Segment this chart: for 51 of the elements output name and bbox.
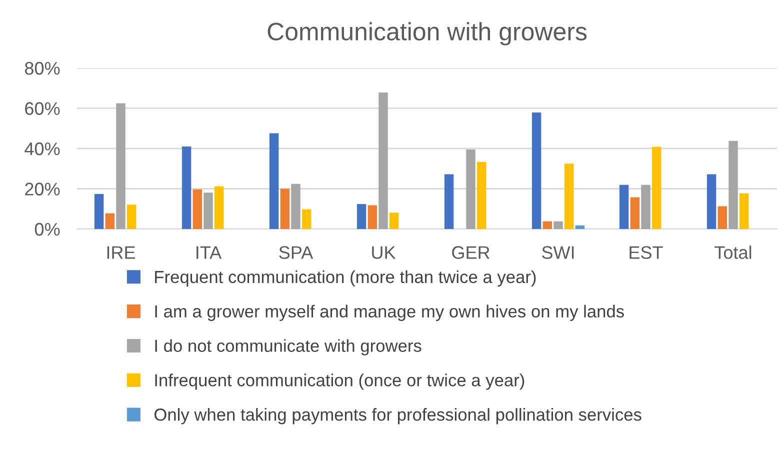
bar: [554, 221, 563, 229]
bar: [116, 103, 126, 229]
bar: [269, 133, 279, 229]
x-tick-label: SPA: [279, 246, 314, 259]
bar: [706, 174, 716, 229]
bar: [630, 197, 640, 229]
bar: [105, 213, 115, 229]
bar: [182, 146, 192, 229]
bar: [378, 92, 388, 229]
bar: [356, 204, 366, 229]
bar: [214, 186, 224, 229]
x-tick-label: ITA: [196, 246, 222, 259]
bar: [476, 162, 486, 229]
bar: [564, 164, 574, 229]
bar: [368, 205, 378, 229]
y-tick-label: 0%: [34, 222, 60, 236]
bar: [641, 184, 650, 229]
legend-label: I am a grower myself and manage my own hives on my lands: [155, 304, 624, 321]
legend-label: Only when taking payments for professional pollination services: [154, 408, 642, 424]
x-tick-label: IRE: [107, 246, 136, 259]
bar: [94, 194, 104, 229]
x-tick-label: EST: [630, 246, 663, 259]
y-tick-label: 60%: [25, 102, 60, 115]
bar: [728, 140, 738, 229]
bar: [192, 189, 202, 229]
y-tick-label: 20%: [25, 182, 60, 196]
bar: [204, 192, 213, 229]
chart-title: Communication with growers: [268, 22, 587, 46]
y-tick-label: 40%: [24, 142, 60, 156]
x-tick-label: Total: [714, 246, 752, 259]
bar: [444, 174, 454, 229]
x-tick-label: UK: [372, 246, 396, 259]
bar: [575, 225, 585, 229]
bar: [542, 221, 552, 229]
bar: [652, 146, 662, 229]
bar: [302, 209, 312, 229]
bar: [291, 184, 300, 229]
bar: [739, 193, 749, 229]
x-tick-label: GER: [452, 246, 490, 259]
bar: [466, 150, 476, 229]
legend-label: I do not communicate with growers: [155, 339, 422, 356]
legend-label: Infrequent communication (once or twice a year): [155, 374, 524, 390]
legend-label: Frequent communication (more than twice a year): [155, 270, 536, 287]
bar: [280, 188, 290, 229]
bar: [619, 184, 629, 229]
bar: [532, 112, 542, 229]
y-tick-label: 80%: [24, 62, 60, 75]
bar: [389, 212, 399, 229]
bar: [126, 204, 136, 229]
x-tick-label: SWI: [542, 246, 574, 259]
bar: [718, 206, 728, 229]
